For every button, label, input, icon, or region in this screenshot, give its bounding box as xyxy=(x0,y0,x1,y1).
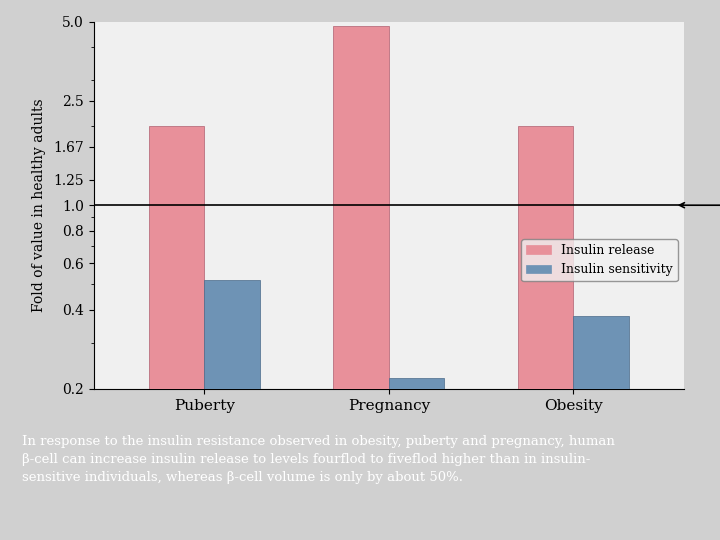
Legend: Insulin release, Insulin sensitivity: Insulin release, Insulin sensitivity xyxy=(521,239,678,281)
Bar xyxy=(573,315,629,540)
Bar xyxy=(149,126,204,540)
Bar xyxy=(518,126,573,540)
Bar xyxy=(204,280,260,540)
Text: Healthy
adults: Healthy adults xyxy=(680,191,720,219)
Bar xyxy=(389,378,444,540)
Text: In response to the insulin resistance observed in obesity, puberty and pregnancy: In response to the insulin resistance ob… xyxy=(22,435,614,484)
Bar xyxy=(333,26,389,540)
Y-axis label: Fold of value in healthy adults: Fold of value in healthy adults xyxy=(32,98,46,312)
